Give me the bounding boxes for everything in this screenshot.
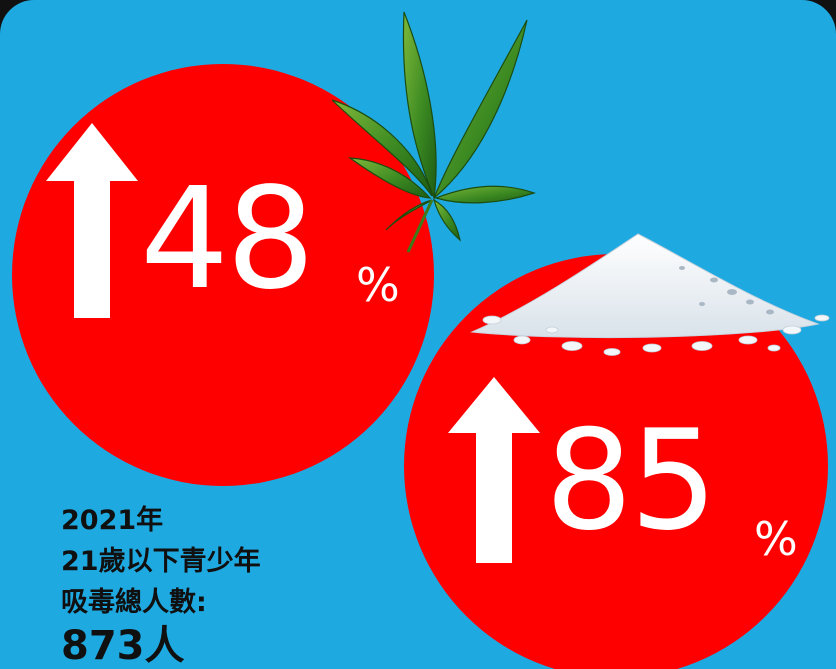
summary-label: 吸毒總人數: bbox=[61, 587, 207, 618]
right-stat-value: 85 bbox=[545, 400, 718, 561]
right-stat-unit: % bbox=[754, 512, 798, 566]
left-up-arrow-icon bbox=[46, 123, 138, 318]
powder-pile-icon bbox=[470, 233, 830, 356]
left-stat-unit: % bbox=[356, 258, 400, 312]
right-up-arrow-icon bbox=[448, 377, 540, 563]
left-stat-value: 48 bbox=[140, 158, 315, 321]
summary-year: 2021年 bbox=[61, 505, 164, 536]
cannabis-leaf-icon bbox=[331, 11, 536, 253]
summary-block: 2021年 21歲以下青少年 吸毒總人數: 873人 bbox=[61, 500, 261, 669]
summary-age-group: 21歲以下青少年 bbox=[61, 546, 261, 577]
summary-total: 873人 bbox=[61, 623, 185, 669]
